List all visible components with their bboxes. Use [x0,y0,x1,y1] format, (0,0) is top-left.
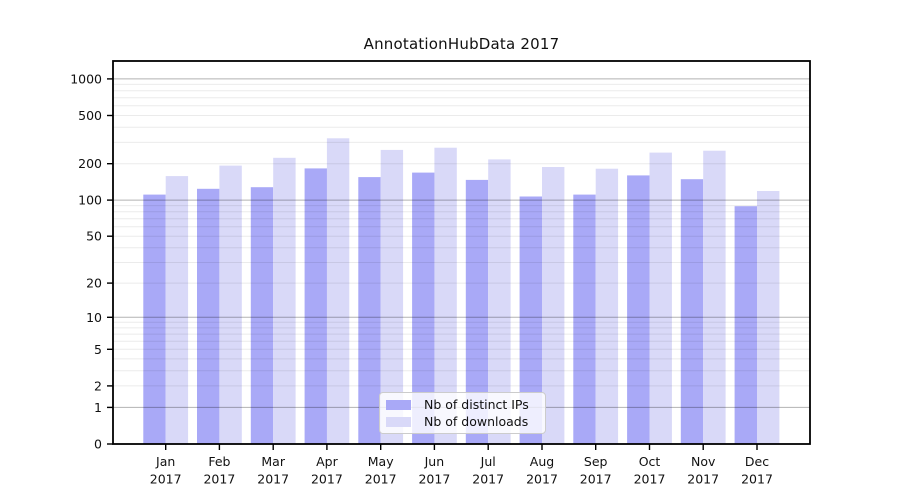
x-tick-label-month-nov: Nov [691,454,716,469]
x-axis: Jan 2017 Feb 2017 Mar 2017 Apr 2017 May 2017 Jun 20… [150,444,773,487]
x-tick-label-month-apr: Apr [316,454,338,469]
bar-distinct-ips-apr [304,168,327,444]
bar-downloads-nov [703,150,726,444]
x-tick-label-year-mar: 2017 [257,472,289,487]
bar-downloads-jan [165,176,189,444]
bar-distinct-ips-oct [627,175,650,444]
bar-distinct-ips-jun [412,172,435,444]
chart-title: AnnotationHubData 2017 [363,35,560,53]
bar-downloads-mar [273,157,296,445]
bar-downloads-jun [434,147,457,444]
legend-label-distinct-ips: Nb of distinct IPs [424,397,529,412]
plot-border [112,60,811,445]
x-tick-label-month-may: May [368,454,394,469]
x-tick-label-month-jan: Jan [155,454,175,469]
bar-downloads-feb [219,165,242,444]
bar-distinct-ips-jul [465,179,489,444]
bars-group [143,138,780,445]
x-tick-label-year-sep: 2017 [580,472,612,487]
x-tick-label-year-jun: 2017 [418,472,450,487]
bar-distinct-ips-mar [250,187,274,444]
legend-swatch-distinct-ips [386,399,411,410]
y-tick-label-2: 2 [94,378,102,393]
x-tick-label-year-aug: 2017 [526,472,558,487]
x-tick-label-month-oct: Oct [639,454,661,469]
x-tick-label-year-oct: 2017 [634,472,666,487]
y-tick-label-100: 100 [78,193,102,208]
legend: Nb of distinct IPs Nb of downloads [379,392,546,434]
y-axis: 0 1 2 5 10 20 50 100 200 500 1000 [70,71,113,452]
bar-downloads-apr [326,138,350,445]
y-tick-label-200: 200 [78,156,102,171]
x-tick-label-month-jun: Jun [424,454,445,469]
legend-label-downloads: Nb of downloads [424,414,529,429]
legend-swatch-downloads [386,416,411,427]
bar-distinct-ips-dec [734,206,757,444]
bar-distinct-ips-nov [680,179,704,444]
bar-downloads-sep [595,168,619,444]
bar-distinct-ips-feb [197,188,220,444]
y-tick-label-5: 5 [94,342,102,357]
y-tick-label-1000: 1000 [70,71,102,86]
x-tick-label-month-dec: Dec [745,454,769,469]
bar-distinct-ips-sep [573,194,596,444]
bar-downloads-may [380,149,404,444]
gridlines-group [113,78,810,408]
legend-item-distinct-ips: Nb of distinct IPs [386,397,537,412]
x-tick-label-year-may: 2017 [365,472,397,487]
bar-distinct-ips-may [358,177,381,444]
y-tick-label-500: 500 [78,108,102,123]
y-tick-label-50: 50 [86,229,102,244]
legend-item-downloads: Nb of downloads [386,414,537,429]
bar-distinct-ips-jan [143,194,166,444]
y-tick-label-1: 1 [94,400,102,415]
y-tick-label-20: 20 [86,276,102,291]
bar-downloads-aug [542,167,565,444]
x-tick-label-month-jul: Jul [480,454,496,469]
x-tick-label-year-nov: 2017 [687,472,719,487]
y-tick-label-0: 0 [94,437,102,452]
x-tick-label-month-feb: Feb [208,454,230,469]
bar-downloads-dec [757,191,780,444]
x-tick-label-year-feb: 2017 [203,472,235,487]
bar-downloads-oct [649,152,672,444]
bar-downloads-jul [488,159,511,444]
bar-distinct-ips-aug [519,196,542,444]
x-tick-label-year-apr: 2017 [311,472,343,487]
x-tick-label-month-sep: Sep [584,454,608,469]
x-tick-label-month-mar: Mar [261,454,285,469]
x-tick-label-year-jul: 2017 [472,472,504,487]
x-tick-label-year-dec: 2017 [741,472,773,487]
y-tick-label-10: 10 [86,310,102,325]
x-tick-label-year-jan: 2017 [150,472,182,487]
x-tick-label-month-aug: Aug [530,454,554,469]
